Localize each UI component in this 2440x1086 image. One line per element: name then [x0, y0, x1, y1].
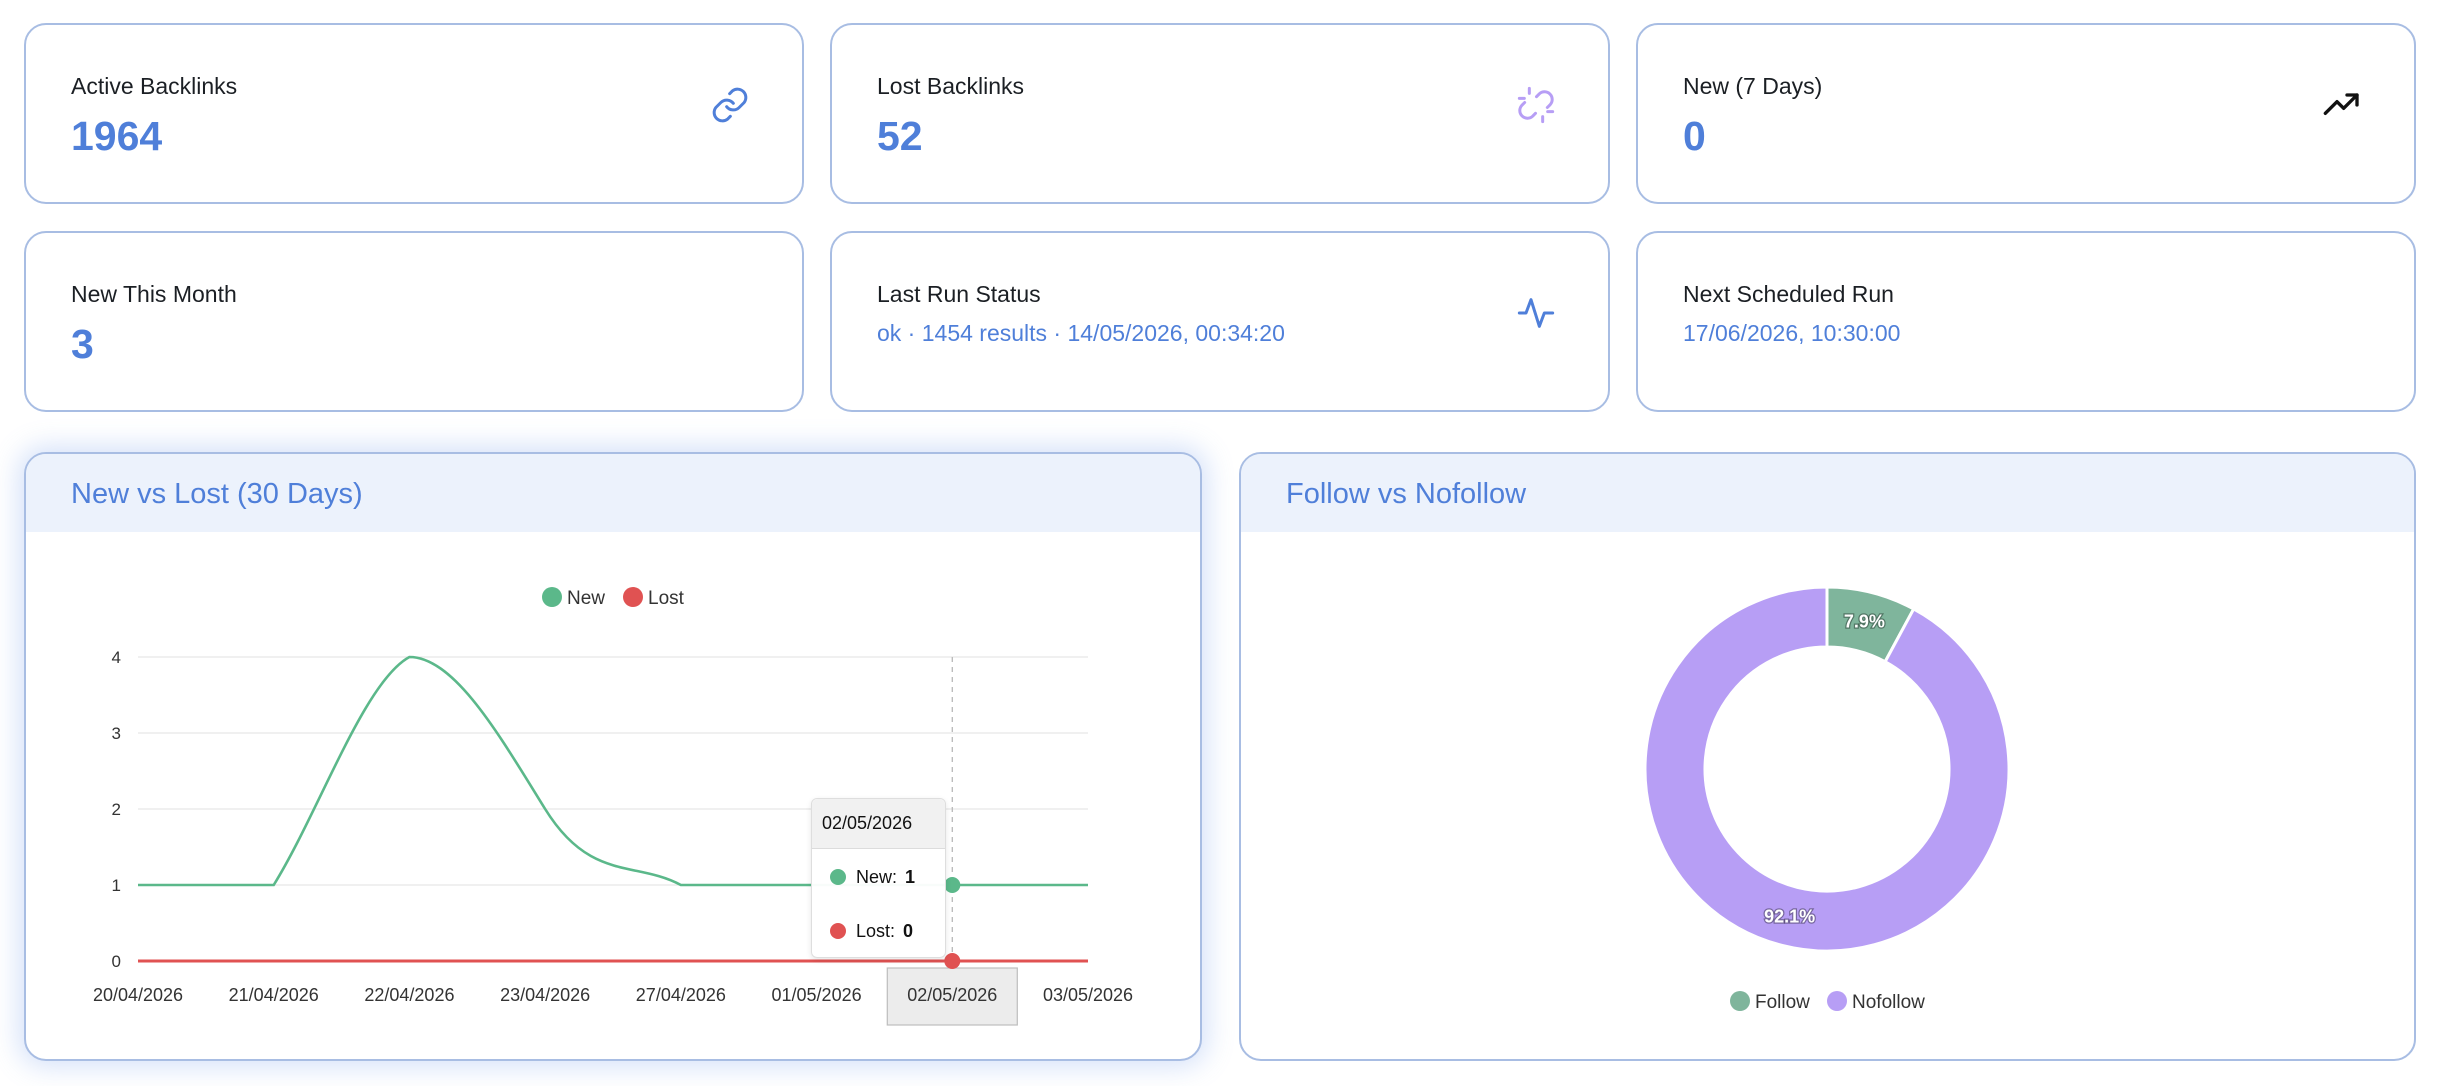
stat-card-next-scheduled-run: Next Scheduled Run 17/06/2026, 10:30:00 [1636, 231, 2416, 412]
tooltip-row-lost: Lost: 0 [830, 921, 913, 942]
stat-card-active-backlinks: Active Backlinks 1964 [24, 23, 804, 204]
x-tick-label: 22/04/2026 [364, 985, 454, 1005]
last-run-status-text: ok · 1454 results · 14/05/2026, 00:34:20 [877, 320, 1285, 346]
panel-header: New vs Lost (30 Days) [26, 454, 1200, 532]
chart-tooltip: 02/05/2026 New: 1 Lost: 0 [811, 798, 946, 958]
trending-up-icon [2323, 93, 2359, 116]
x-tick-label: 21/04/2026 [229, 985, 319, 1005]
x-tick-label: 23/04/2026 [500, 985, 590, 1005]
tooltip-title: 02/05/2026 [812, 799, 945, 849]
legend-follow-swatch [1730, 991, 1750, 1011]
tooltip-lost-swatch [830, 923, 846, 939]
panel-header: Follow vs Nofollow [1241, 454, 2414, 532]
tooltip-new-value: 1 [905, 867, 916, 887]
tooltip-row-new: New: 1 [830, 867, 915, 888]
next-run-datetime: 17/06/2026, 10:30:00 [1683, 320, 1901, 346]
legend-lost-label: Lost [648, 588, 685, 609]
stat-value: 0 [1683, 113, 1706, 159]
line-legend: New Lost [542, 587, 685, 609]
tooltip-lost-value: 0 [903, 921, 914, 941]
slice-value-label: 7.9% [1844, 612, 1885, 632]
follow-vs-nofollow-panel: Follow vs Nofollow [1239, 452, 2416, 1061]
point-lost-highlight [944, 953, 961, 969]
tooltip-new-swatch [830, 869, 846, 885]
stat-value: 1964 [71, 113, 163, 159]
stat-label: Lost Backlinks [877, 73, 1025, 99]
stat-value: 52 [877, 113, 923, 159]
legend-lost-swatch [623, 587, 643, 607]
legend-new-swatch [542, 587, 562, 607]
y-tick-label: 0 [112, 952, 121, 971]
tooltip-new-label: New: [856, 867, 898, 887]
legend-new-label: New [567, 588, 605, 609]
x-tick-label: 01/05/2026 [772, 985, 862, 1005]
slice-nofollow[interactable] [1643, 585, 2011, 953]
y-tick-label: 4 [112, 648, 121, 667]
x-tick-label: 20/04/2026 [93, 985, 183, 1005]
new-vs-lost-line-chart[interactable]: New Lost 0 1 2 3 4 20/04/2026 21/04/2026 22/04… [0, 0, 1240, 1086]
slice-value-label: 92.1% [1764, 906, 1815, 926]
panel-title: Follow vs Nofollow [1286, 478, 1527, 510]
x-tick-label: 03/05/2026 [1043, 985, 1133, 1005]
legend-nofollow-swatch [1827, 991, 1847, 1011]
pie-legend: Follow Nofollow [1730, 991, 1925, 1013]
broken-link-icon [1517, 86, 1555, 124]
point-new-highlight [944, 877, 961, 893]
panel-title: New vs Lost (30 Days) [71, 478, 363, 510]
legend-nofollow-label: Nofollow [1852, 992, 1925, 1013]
stat-card-lost-backlinks: Lost Backlinks 52 [830, 23, 1610, 204]
legend-follow-label: Follow [1755, 992, 1810, 1013]
stat-card-new-this-month: New This Month 3 [24, 231, 804, 412]
stat-label: Active Backlinks [71, 73, 238, 99]
y-tick-label: 2 [112, 800, 121, 819]
stat-card-last-run-status: Last Run Status ok · 1454 results · 14/0… [830, 231, 1610, 412]
x-tick-highlight [886, 967, 1018, 1026]
stat-label: New (7 Days) [1683, 73, 1823, 99]
follow-vs-nofollow-donut-chart[interactable]: 7.9% 92.1% Follow Nofollow [1240, 452, 2416, 1061]
y-tick-label: 1 [112, 876, 121, 895]
y-tick-label: 3 [112, 724, 121, 743]
stat-label: Last Run Status [877, 281, 1041, 307]
stat-value: 3 [71, 321, 94, 367]
activity-pulse-icon [1517, 298, 1555, 328]
x-tick-label: 27/04/2026 [636, 985, 726, 1005]
stat-card-new-7-days: New (7 Days) 0 [1636, 23, 2416, 204]
stat-label: Next Scheduled Run [1683, 281, 1894, 307]
link-icon [712, 87, 748, 123]
tooltip-lost-label: Lost: [856, 921, 896, 941]
stat-label: New This Month [71, 281, 237, 307]
x-tick-label: 02/05/2026 [907, 985, 997, 1005]
